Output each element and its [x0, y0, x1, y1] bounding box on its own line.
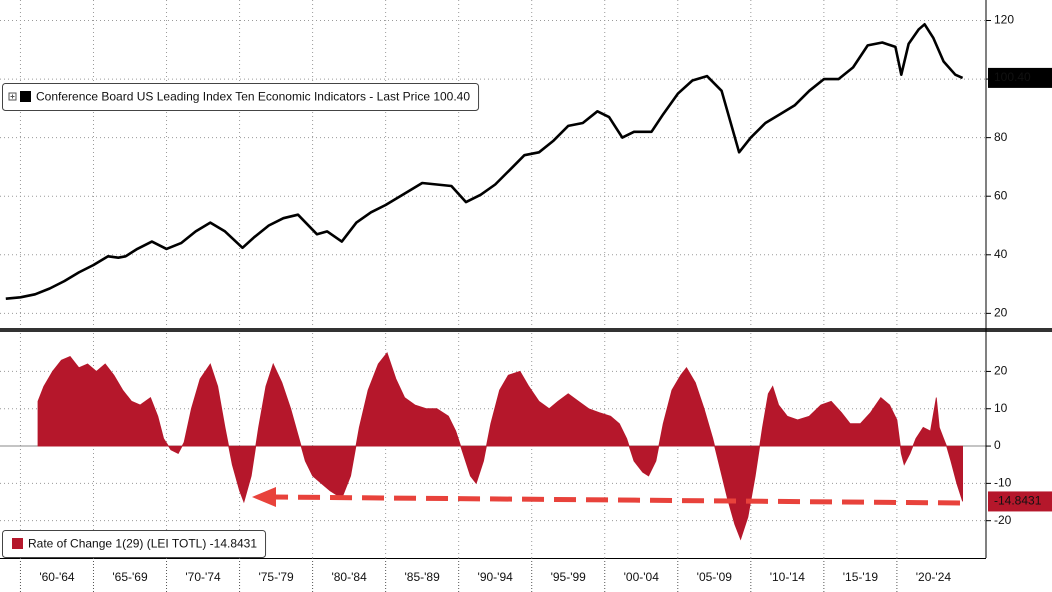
y-tick-label: 20 — [994, 364, 1008, 378]
x-tick-label: '85-'89 — [405, 570, 441, 584]
last-value-tag — [988, 67, 1052, 88]
x-tick-label: '70-'74 — [185, 570, 221, 584]
y-tick-label: 40 — [994, 247, 1008, 261]
panel-separator — [0, 328, 1052, 332]
y-tick-label: 10 — [994, 401, 1008, 415]
y-tick-label: 80 — [994, 130, 1008, 144]
legend-label: Rate of Change 1(29) (LEI TOTL) -14.8431 — [28, 537, 257, 551]
legend-box — [2, 530, 267, 558]
arrow-shaft — [271, 494, 961, 506]
x-tick-label: '95-'99 — [551, 570, 587, 584]
y-tick-label: 20 — [994, 306, 1008, 320]
last-value-tag — [988, 491, 1052, 512]
y-tick-label: -20 — [994, 513, 1012, 527]
x-tick-label: '00-'04 — [624, 570, 660, 584]
x-tick-label: '20-'24 — [916, 570, 952, 584]
arrow-head — [252, 487, 276, 507]
x-tick-label: '60-'64 — [39, 570, 75, 584]
line — [5, 23, 964, 300]
x-tick-label: '80-'84 — [331, 570, 367, 584]
legend-swatch — [12, 538, 23, 549]
legend-swatch — [20, 91, 31, 102]
x-tick-label: '05-'09 — [697, 570, 733, 584]
y-tick-label: -10 — [994, 476, 1012, 490]
annotation-arrow — [252, 487, 961, 507]
y-tick-label: 0 — [994, 438, 1001, 452]
y-tick-label: 120 — [994, 13, 1014, 27]
last-value-label: -14.8431 — [994, 494, 1042, 508]
x-tick-label: '75-'79 — [258, 570, 294, 584]
data-layer — [5, 23, 964, 541]
legend-box — [2, 83, 480, 111]
area — [37, 351, 963, 541]
x-tick-label: '90-'94 — [478, 570, 514, 584]
x-tick-label: '65-'69 — [112, 570, 148, 584]
last-value-label: 100.40 — [994, 70, 1031, 84]
legend-label: Conference Board US Leading Index Ten Ec… — [36, 90, 470, 104]
y-tick-label: 60 — [994, 188, 1008, 202]
x-tick-label: '10-'14 — [770, 570, 806, 584]
x-tick-label: '15-'19 — [843, 570, 879, 584]
